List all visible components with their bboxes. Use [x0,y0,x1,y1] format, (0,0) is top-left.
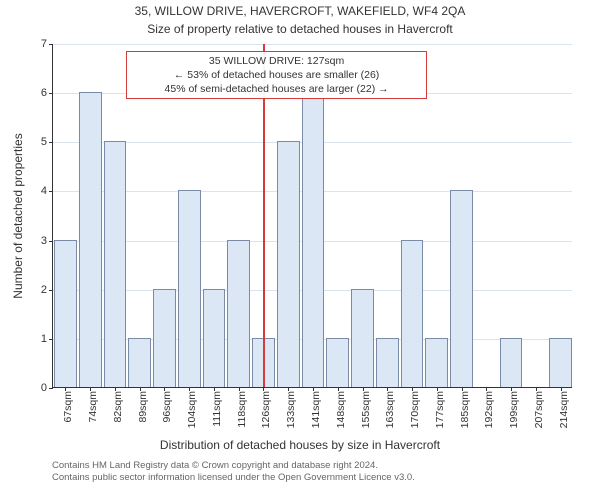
x-tick-label: 67sqm [62,391,74,423]
histogram-bar [376,338,399,387]
x-tick-label: 89sqm [137,391,149,423]
x-tick-label: 118sqm [236,391,248,428]
chart-footer: Contains HM Land Registry data © Crown c… [52,460,415,485]
histogram-bar [153,289,176,387]
x-tick-label: 82sqm [112,391,124,423]
histogram-bar [302,92,325,387]
histogram-bar [227,240,250,387]
x-tick-label: 170sqm [409,391,421,428]
histogram-bar [401,240,424,387]
y-tick-mark [49,290,53,291]
histogram-bar [326,338,349,387]
footer-line-2: Contains public sector information licen… [52,472,415,484]
x-tick-label: 111sqm [211,391,223,427]
x-tick-label: 199sqm [508,391,520,428]
x-tick-label: 133sqm [285,391,297,428]
histogram-bar [500,338,523,387]
y-tick-mark [49,339,53,340]
y-tick-mark [49,241,53,242]
x-tick-label: 177sqm [434,391,446,428]
y-tick-mark [49,388,53,389]
y-tick-mark [49,44,53,45]
x-axis-label: Distribution of detached houses by size … [0,438,600,452]
grid-line [53,44,572,45]
footer-line-1: Contains HM Land Registry data © Crown c… [52,460,415,472]
histogram-bar [178,190,201,387]
x-tick-label: 214sqm [558,391,570,428]
x-tick-label: 74sqm [87,391,99,423]
chart-title-sub: Size of property relative to detached ho… [0,22,600,36]
annotation-line: 35 WILLOW DRIVE: 127sqm [133,54,421,68]
histogram-bar [450,190,473,387]
y-tick-mark [49,191,53,192]
histogram-bar [79,92,102,387]
x-tick-label: 185sqm [459,391,471,428]
x-tick-label: 207sqm [533,391,545,428]
annotation-box: 35 WILLOW DRIVE: 127sqm← 53% of detached… [126,51,428,100]
x-tick-label: 148sqm [335,391,347,428]
histogram-bar [54,240,77,387]
x-tick-label: 192sqm [483,391,495,428]
histogram-bar [128,338,151,387]
y-axis-label: Number of detached properties [11,133,25,298]
plot-area: 0123456767sqm74sqm82sqm89sqm96sqm104sqm1… [52,44,572,388]
y-tick-mark [49,142,53,143]
x-tick-label: 126sqm [260,391,272,428]
y-tick-mark [49,93,53,94]
x-tick-label: 155sqm [360,391,372,428]
x-tick-label: 104sqm [186,391,198,428]
histogram-bar [351,289,374,387]
histogram-bar [104,141,127,387]
histogram-bar [203,289,226,387]
x-tick-label: 163sqm [384,391,396,428]
chart-title-main: 35, WILLOW DRIVE, HAVERCROFT, WAKEFIELD,… [0,4,600,18]
histogram-bar [277,141,300,387]
x-tick-label: 96sqm [161,391,173,423]
annotation-line: ← 53% of detached houses are smaller (26… [133,68,421,82]
annotation-line: 45% of semi-detached houses are larger (… [133,82,421,96]
x-tick-label: 141sqm [310,391,322,428]
histogram-bar [549,338,572,387]
histogram-bar [425,338,448,387]
